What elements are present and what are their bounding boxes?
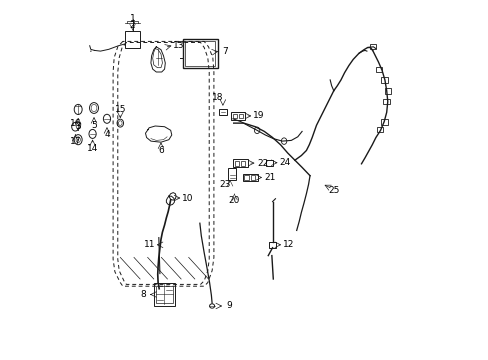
Bar	[234, 161, 239, 166]
Text: 18: 18	[211, 94, 223, 103]
Text: 20: 20	[228, 197, 240, 205]
Text: 12: 12	[283, 240, 294, 249]
Bar	[375, 67, 382, 72]
Text: 13: 13	[173, 41, 184, 50]
Text: 2: 2	[129, 22, 135, 31]
Bar	[242, 174, 257, 181]
Bar	[156, 286, 172, 303]
Bar	[265, 160, 272, 166]
Bar	[232, 114, 237, 118]
Bar	[228, 168, 236, 180]
Bar	[369, 44, 375, 49]
Bar	[125, 31, 140, 48]
Bar	[238, 114, 243, 118]
Text: 17: 17	[69, 137, 81, 146]
Bar	[381, 77, 387, 83]
Text: 24: 24	[279, 158, 290, 167]
Bar	[244, 175, 248, 180]
Bar	[185, 41, 215, 66]
Text: 7: 7	[222, 47, 227, 56]
Bar	[219, 109, 226, 115]
Text: 25: 25	[328, 186, 340, 195]
Text: 6: 6	[158, 146, 163, 155]
Text: 22: 22	[256, 158, 267, 168]
Text: 10: 10	[182, 194, 193, 202]
Text: 1: 1	[129, 14, 135, 23]
Text: 21: 21	[264, 173, 275, 182]
Text: 5: 5	[91, 121, 97, 130]
Text: 8: 8	[140, 290, 145, 299]
Bar	[381, 119, 387, 125]
Bar	[383, 99, 389, 104]
Text: 9: 9	[226, 302, 232, 310]
Text: 15: 15	[114, 105, 126, 114]
Bar	[376, 127, 383, 132]
Bar	[384, 88, 390, 94]
Text: 23: 23	[219, 180, 231, 189]
Text: 11: 11	[143, 240, 155, 249]
Bar	[183, 39, 217, 68]
Text: 4: 4	[104, 130, 110, 139]
Bar	[153, 283, 174, 306]
Bar	[268, 242, 276, 248]
Text: 19: 19	[253, 112, 264, 120]
Bar	[232, 159, 247, 167]
Bar	[250, 175, 254, 180]
Text: 14: 14	[87, 144, 98, 153]
Bar	[241, 161, 244, 166]
Text: 3: 3	[75, 122, 81, 131]
Text: 16: 16	[69, 120, 81, 129]
Bar	[230, 112, 244, 120]
